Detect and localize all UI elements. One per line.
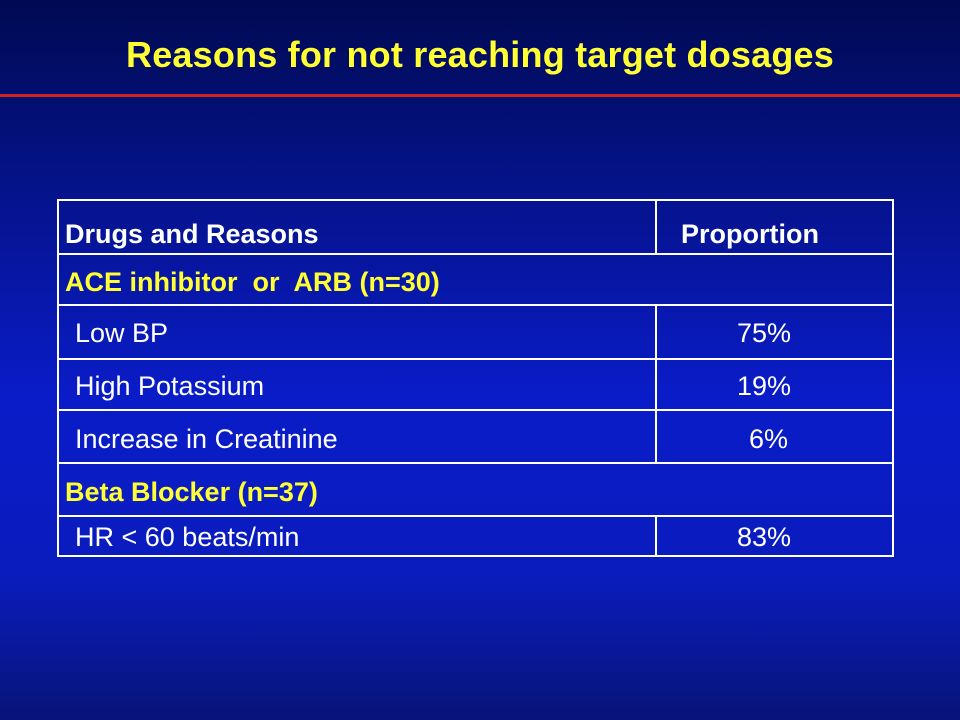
table-border-right — [892, 199, 894, 557]
header-proportion: Proportion — [681, 219, 819, 249]
table-row-reason: High Potassium — [75, 371, 265, 401]
table-divider — [57, 253, 894, 255]
table-divider — [57, 515, 894, 517]
table-divider — [57, 358, 894, 360]
table-row-proportion: 75% — [737, 318, 792, 348]
title-divider — [0, 94, 960, 97]
header-reason: Drugs and Reasons — [65, 219, 319, 249]
table-border-left — [57, 199, 59, 557]
table-divider — [57, 409, 894, 411]
table-row-proportion: 83% — [737, 522, 792, 552]
column-divider — [655, 199, 657, 255]
column-divider — [655, 515, 657, 557]
table-row-proportion: 19% — [737, 371, 792, 401]
column-divider — [655, 306, 657, 464]
table-border-bottom — [57, 555, 894, 557]
table-divider — [57, 304, 894, 306]
table-divider — [57, 462, 894, 464]
table-row-reason: HR < 60 beats/min — [75, 522, 300, 552]
slide-title: Reasons for not reaching target dosages — [126, 34, 834, 75]
group-label-beta-blocker: Beta Blocker (n=37) — [65, 477, 318, 507]
table-border-top — [57, 199, 894, 201]
group-label-ace-arb: ACE inhibitor or ARB (n=30) — [65, 267, 440, 297]
table-row-reason: Low BP — [75, 318, 169, 348]
table-row-reason: Increase in Creatinine — [75, 424, 338, 454]
dosage-reasons-table: Drugs and Reasons Proportion ACE inhibit… — [57, 199, 894, 557]
table-row-proportion: 6% — [749, 424, 789, 454]
